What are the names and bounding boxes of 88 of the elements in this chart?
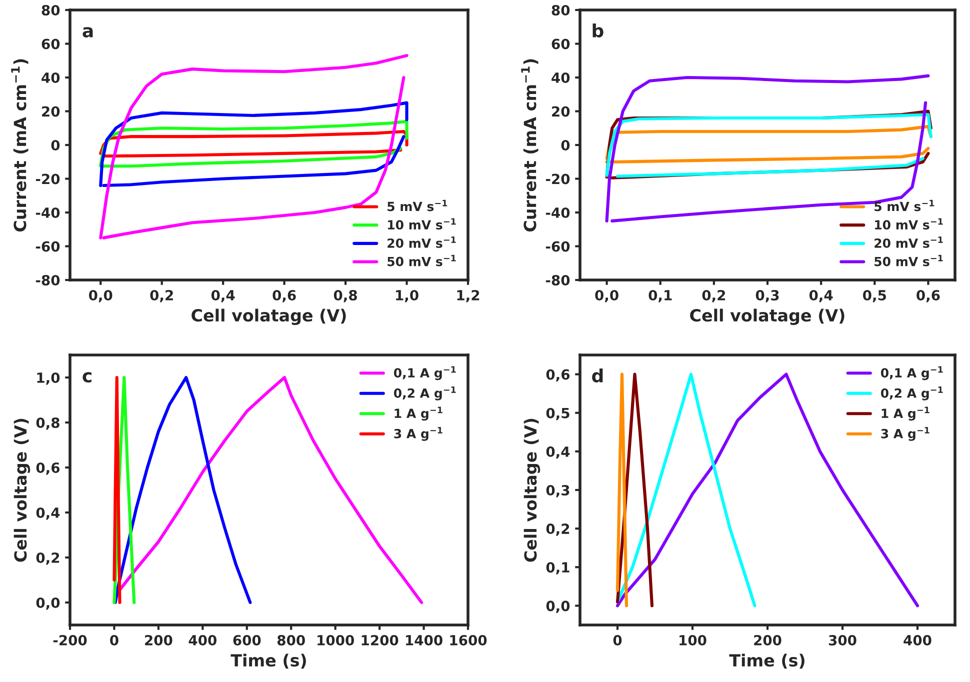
- y-tick-label: 0,2: [36, 552, 60, 565]
- x-axis-title: Cell volatage (V): [690, 308, 844, 325]
- legend-label: 5 mV s$^{−1}$: [388, 200, 448, 212]
- x-tick-label: 0: [110, 634, 118, 646]
- x-tick-label: -200: [53, 634, 87, 646]
- legend-label: 1 A g$^{−1}$: [394, 406, 442, 421]
- y-tick-label: 0,4: [546, 446, 570, 459]
- y-tick-label: -20: [36, 174, 60, 184]
- x-tick-label: 0,6: [916, 290, 940, 302]
- legend-label: 10 mV s$^{−1}$: [875, 218, 943, 230]
- x-tick-label: 0,3: [756, 290, 779, 302]
- y-tick-label: -60: [36, 241, 60, 252]
- y-axis-title: Cell voltage (V): [524, 418, 540, 562]
- legend-label: 3 A g$^{−1}$: [881, 427, 930, 441]
- y-tick-label: 0,4: [36, 507, 60, 520]
- x-axis-title: Time (s): [230, 654, 306, 669]
- x-tick-label: 600: [233, 634, 261, 646]
- legend-label: 0,1 A g$^{−1}$: [880, 366, 943, 380]
- y-tick-label: 0: [51, 140, 60, 150]
- x-tick-label: 400: [904, 634, 932, 646]
- x-axis-title: Time (s): [729, 654, 804, 669]
- legend-label: 0,2 A g$^{−1}$: [394, 386, 456, 400]
- x-tick-label: 0,0: [595, 290, 618, 302]
- x-tick-label: 0,5: [863, 290, 886, 302]
- x-tick-label: 1000: [318, 634, 354, 646]
- x-tick-label: 0,0: [88, 290, 112, 302]
- legend-label: 20 mV s$^{−1}$: [874, 236, 943, 248]
- y-axis-title: Current (mA cm$^{−1}$): [521, 59, 538, 232]
- x-tick-label: 1400: [406, 634, 442, 646]
- x-tick-label: 1200: [362, 634, 398, 646]
- y-tick-label: 80: [42, 4, 60, 16]
- y-tick-label: 20: [552, 106, 570, 117]
- x-tick-label: 0,8: [334, 290, 357, 302]
- x-tick-label: 400: [188, 634, 216, 646]
- y-tick-label: 0,3: [546, 484, 570, 498]
- y-tick-label: 20: [42, 106, 60, 117]
- y-tick-label: -20: [546, 174, 570, 184]
- x-tick-label: 0,1: [648, 290, 672, 302]
- annotation: d: [592, 368, 603, 382]
- y-tick-label: 40: [552, 72, 570, 83]
- x-tick-label: 300: [828, 634, 856, 646]
- y-tick-label: 60: [42, 38, 60, 50]
- y-tick-label: -60: [546, 241, 570, 252]
- y-tick-label: 0,1: [546, 562, 570, 574]
- y-tick-label: 40: [42, 72, 60, 83]
- y-tick-label: 60: [552, 38, 570, 50]
- legend-label: 5 mV s$^{−1}$: [874, 200, 934, 212]
- y-tick-label: 0,2: [546, 524, 570, 536]
- y-axis-title: Cell voltage (V): [14, 418, 30, 562]
- y-tick-label: 0,6: [546, 369, 570, 382]
- annotation: c: [82, 372, 92, 382]
- x-tick-label: 100: [680, 634, 706, 646]
- legend-label: 20 mV s$^{−1}$: [388, 236, 456, 248]
- y-tick-label: 80: [552, 4, 570, 16]
- x-tick-label: 200: [145, 634, 172, 646]
- x-axis-title: Cell volatage (V): [192, 308, 346, 325]
- x-tick-label: 0,4: [211, 290, 235, 302]
- x-tick-label: 0,2: [702, 290, 726, 302]
- y-tick-label: 1,0: [37, 372, 60, 385]
- y-tick-label: 0,6: [36, 462, 60, 475]
- y-tick-label: -80: [36, 274, 60, 286]
- annotation: a: [82, 27, 93, 38]
- y-tick-label: 0,8: [36, 417, 60, 430]
- y-tick-label: -40: [546, 207, 570, 218]
- x-tick-label: 1600: [450, 634, 487, 646]
- x-tick-label: 200: [754, 634, 782, 646]
- legend-label: 1 A g$^{−1}$: [882, 406, 930, 421]
- x-tick-label: 0,6: [272, 290, 296, 302]
- x-tick-label: 0: [613, 634, 622, 646]
- y-tick-label: 0,0: [546, 600, 570, 613]
- legend-label: 0,2 A g$^{−1}$: [880, 386, 943, 400]
- x-tick-label: 800: [277, 634, 305, 646]
- x-tick-label: 0,4: [809, 290, 833, 302]
- legend-label: 50 mV s$^{−1}$: [388, 254, 456, 266]
- x-tick-label: 1,2: [457, 290, 480, 302]
- legend-label: 3 A g$^{−1}$: [394, 427, 442, 441]
- x-tick-label: 0,2: [150, 290, 173, 302]
- annotation: b: [592, 24, 604, 38]
- y-axis-title: Current (mA cm$^{−1}$): [11, 59, 28, 232]
- legend-label: 50 mV s$^{−1}$: [874, 254, 943, 266]
- x-tick-label: 1,0: [396, 290, 418, 302]
- y-tick-label: -80: [546, 274, 570, 286]
- y-tick-label: 0: [561, 140, 570, 150]
- y-tick-label: -40: [36, 207, 60, 218]
- y-tick-label: 0,0: [36, 597, 60, 610]
- legend-label: 0,1 A g$^{−1}$: [394, 366, 456, 380]
- legend-label: 10 mV s$^{−1}$: [388, 218, 456, 230]
- y-tick-label: 0,5: [546, 408, 570, 420]
